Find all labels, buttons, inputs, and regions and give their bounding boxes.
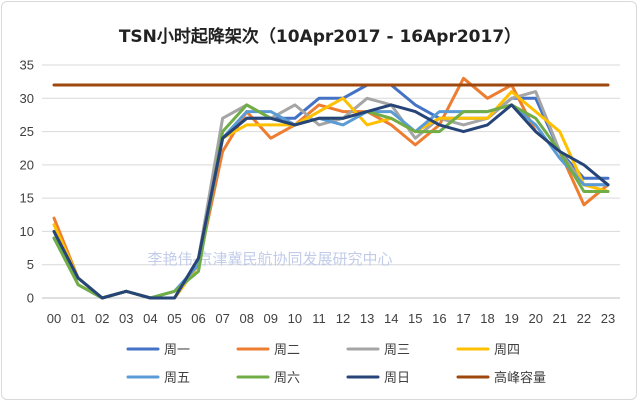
series-line — [52, 103, 610, 300]
series-line — [52, 103, 610, 300]
x-tick-label: 03 — [119, 311, 133, 326]
x-tick-label: 09 — [264, 311, 278, 326]
x-tick-label: 18 — [480, 311, 494, 326]
y-tick-label: 0 — [27, 291, 34, 306]
x-tick-label: 19 — [504, 311, 518, 326]
legend-label: 周二 — [274, 343, 300, 358]
series-line — [52, 103, 610, 300]
y-tick-label: 5 — [27, 257, 34, 272]
x-tick-label: 10 — [288, 311, 302, 326]
x-tick-label: 14 — [384, 311, 398, 326]
y-axis-ticks: 0 5 10 15 20 25 30 35 — [20, 58, 34, 306]
x-tick-label: 00 — [47, 311, 61, 326]
x-tick-label: 11 — [312, 311, 326, 326]
x-tick-label: 02 — [95, 311, 109, 326]
x-tick-label: 17 — [456, 311, 470, 326]
x-tick-label: 04 — [143, 311, 157, 326]
x-tick-label: 05 — [167, 311, 181, 326]
legend-label: 周三 — [384, 343, 410, 358]
chart-title: TSN小时起降架次（10Apr2017 - 16Apr2017） — [119, 26, 521, 47]
legend-label: 周日 — [384, 371, 410, 386]
legend-label: 周四 — [494, 343, 520, 358]
x-tick-label: 12 — [336, 311, 350, 326]
watermark: 李艳伟-京津冀民航协同发展研究中心 — [147, 250, 392, 268]
x-tick-label: 01 — [71, 311, 85, 326]
series-lines — [52, 76, 610, 300]
x-axis-ticks: 00 01 02 03 04 05 06 07 08 09 10 11 12 13 14 15 16 17 18 19… — [47, 311, 615, 326]
x-tick-label: 06 — [191, 311, 205, 326]
y-tick-label: 20 — [20, 157, 34, 172]
x-tick-label: 15 — [408, 311, 422, 326]
legend-label: 高峰容量 — [494, 370, 546, 386]
x-tick-label: 21 — [553, 311, 567, 326]
y-tick-label: 10 — [20, 224, 34, 239]
legend-label: 周六 — [274, 371, 300, 386]
x-tick-label: 22 — [577, 311, 591, 326]
y-tick-label: 30 — [20, 91, 34, 106]
y-tick-label: 15 — [20, 191, 34, 206]
x-tick-label: 20 — [528, 311, 542, 326]
x-tick-label: 08 — [239, 311, 253, 326]
legend-label: 周一 — [164, 343, 190, 358]
x-tick-label: 13 — [360, 311, 374, 326]
y-tick-label: 25 — [20, 124, 34, 139]
legend-label: 周五 — [164, 371, 190, 386]
x-tick-label: 23 — [601, 311, 615, 326]
x-tick-label: 16 — [432, 311, 446, 326]
y-tick-label: 35 — [20, 58, 34, 73]
x-tick-label: 07 — [215, 311, 229, 326]
